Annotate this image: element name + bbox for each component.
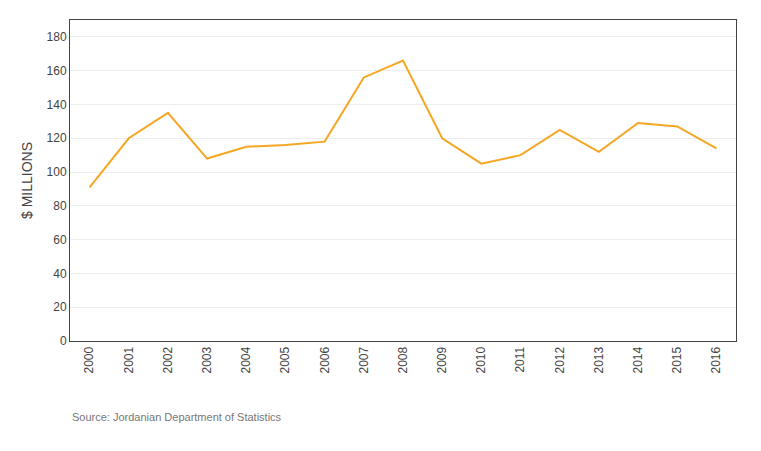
svg-text:120: 120: [47, 131, 67, 145]
svg-text:2010: 2010: [474, 346, 488, 373]
svg-text:2015: 2015: [670, 346, 684, 373]
svg-text:40: 40: [53, 267, 67, 281]
svg-text:2014: 2014: [631, 346, 645, 373]
svg-text:180: 180: [47, 30, 67, 44]
svg-text:2016: 2016: [709, 346, 723, 373]
svg-text:2000: 2000: [82, 346, 96, 373]
svg-text:0: 0: [60, 334, 67, 348]
svg-text:160: 160: [47, 64, 67, 78]
svg-text:60: 60: [53, 233, 67, 247]
svg-text:2013: 2013: [592, 346, 606, 373]
svg-text:2012: 2012: [553, 346, 567, 373]
svg-text:2004: 2004: [239, 346, 253, 373]
svg-text:80: 80: [53, 199, 67, 213]
svg-text:2002: 2002: [161, 346, 175, 373]
svg-text:2006: 2006: [318, 346, 332, 373]
svg-text:140: 140: [47, 98, 67, 112]
svg-text:20: 20: [53, 300, 67, 314]
svg-text:Source: Jordanian Department o: Source: Jordanian Department of Statisti…: [72, 411, 282, 423]
svg-text:2005: 2005: [278, 346, 292, 373]
svg-text:2007: 2007: [357, 346, 371, 373]
svg-text:$ MILLIONS: $ MILLIONS: [19, 142, 35, 219]
svg-text:2008: 2008: [396, 346, 410, 373]
svg-text:100: 100: [47, 165, 67, 179]
svg-text:2011: 2011: [513, 346, 527, 372]
svg-text:2009: 2009: [435, 346, 449, 373]
svg-text:2001: 2001: [122, 346, 136, 373]
svg-text:2003: 2003: [200, 346, 214, 373]
